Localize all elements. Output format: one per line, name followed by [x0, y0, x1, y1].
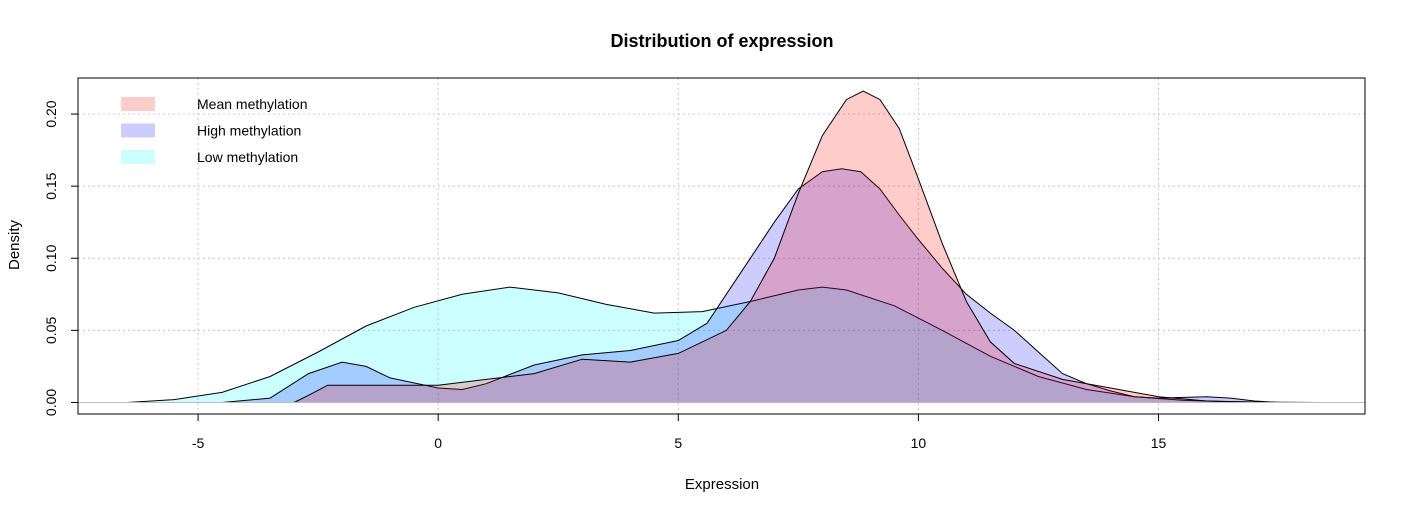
- legend-label-high-methylation: High methylation: [197, 123, 301, 139]
- y-tick-label: 0.20: [43, 100, 59, 127]
- axes: -5 0 5 10 15 0.00 0.05 0.10 0.15 0.20: [43, 77, 1366, 451]
- chart-title: Distribution of expression: [610, 31, 833, 51]
- legend-swatch-high-methylation: [121, 123, 155, 138]
- legend-swatch-low-methylation: [121, 150, 155, 164]
- y-tick-label: 0.00: [43, 389, 59, 416]
- legend: Mean methylation High methylation Low meth…: [121, 96, 308, 165]
- y-tick-label: 0.10: [43, 244, 59, 271]
- x-tick-label: 5: [674, 435, 682, 451]
- legend-swatch-mean-methylation: [121, 97, 155, 111]
- high-methylation-density-area: [222, 168, 1279, 403]
- x-tick-label: 15: [1151, 435, 1167, 451]
- mean-methylation-density-area: [293, 90, 1279, 403]
- x-tick-label: 10: [911, 435, 927, 451]
- y-axis-title: Density: [6, 219, 23, 270]
- x-tick-label: -5: [192, 435, 205, 451]
- legend-label-low-methylation: Low methylation: [197, 149, 298, 165]
- legend-label-mean-methylation: Mean methylation: [197, 96, 308, 112]
- density-areas: [78, 90, 1365, 403]
- x-axis-title: Expression: [685, 476, 759, 493]
- x-tick-label: 0: [434, 435, 442, 451]
- grid: [78, 78, 1365, 414]
- y-tick-label: 0.05: [43, 317, 59, 344]
- y-tick-label: 0.15: [43, 172, 59, 199]
